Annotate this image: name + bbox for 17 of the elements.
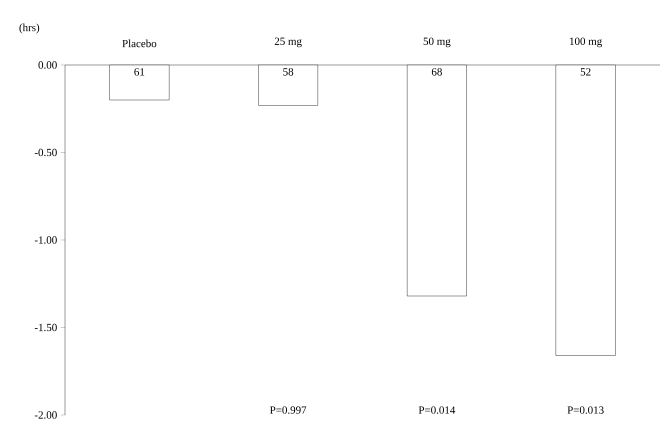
annotation: 68 [432,68,442,76]
y-tick-label: -1.50 [34,324,57,332]
annotation: 52 [580,68,591,76]
y-tick-label: 0.00 [38,61,57,69]
x-tick-label: 100 mg [570,38,602,48]
y-tick-label: -0.50 [34,148,57,156]
y-axis-title: (hrs) [19,24,40,34]
annotation: 61 [134,68,144,76]
y-tick-label: -1.00 [34,236,57,244]
x-tick-label: Placebo [122,40,156,48]
annotation: 58 [283,68,294,76]
annotation: P=0.997 [270,406,306,414]
annotation: P=0.013 [567,406,604,414]
y-tick-label: -2.00 [34,411,57,419]
x-tick-label: 25 mg [274,38,302,48]
annotation: P=0.014 [418,406,456,414]
x-tick-label: 50 mg [424,38,451,48]
